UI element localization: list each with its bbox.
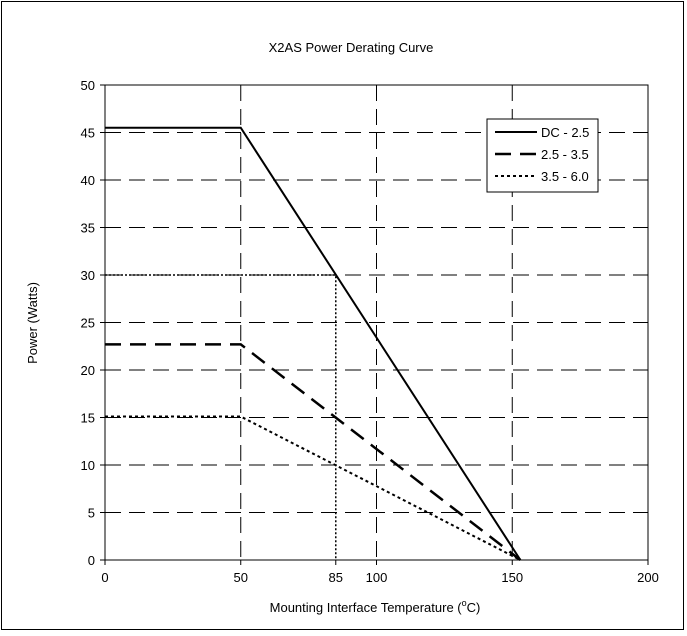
series-line-1 <box>105 126 522 561</box>
x-tick-label: 200 <box>637 570 659 585</box>
x-tick-label: 85 <box>329 570 343 585</box>
legend: DC - 2.5 2.5 - 3.5 3.5 - 6.0 <box>486 118 599 193</box>
y-axis-label: Power (Watts) <box>25 282 40 364</box>
x-axis-label: Mounting Interface Temperature (oC) <box>270 598 481 615</box>
x-tick-label: 150 <box>501 570 523 585</box>
y-tick-label: 25 <box>81 316 95 331</box>
y-tick-label: 35 <box>81 221 95 236</box>
series-lines <box>105 126 522 561</box>
series-line-3 <box>105 415 521 561</box>
y-tick-label: 40 <box>81 173 95 188</box>
y-tick-label: 15 <box>81 411 95 426</box>
x-tick-labels: 0 50 85 100 150 200 <box>101 560 659 585</box>
y-tick-label: 20 <box>81 363 95 378</box>
y-tick-label: 50 <box>81 78 95 93</box>
y-tick-label: 45 <box>81 126 95 141</box>
chart-title: X2AS Power Derating Curve <box>269 40 434 55</box>
x-axis-label-main: Mounting Interface Temperature ( <box>270 600 463 615</box>
x-tick-label: 100 <box>366 570 388 585</box>
y-tick-label: 0 <box>88 553 95 568</box>
legend-label-1: DC - 2.5 <box>541 125 589 140</box>
series-line-2 <box>105 343 522 561</box>
x-axis-label-degree: o <box>462 598 467 608</box>
y-tick-labels: 0 5 10 15 20 25 30 35 40 45 50 <box>81 78 105 568</box>
y-tick-label: 5 <box>88 506 95 521</box>
legend-label-3: 3.5 - 6.0 <box>541 169 589 184</box>
y-tick-label: 30 <box>81 268 95 283</box>
legend-label-2: 2.5 - 3.5 <box>541 147 589 162</box>
y-tick-label: 10 <box>81 458 95 473</box>
x-tick-label: 0 <box>101 570 108 585</box>
x-tick-label: 50 <box>234 570 248 585</box>
x-axis-label-end: C) <box>467 600 481 615</box>
